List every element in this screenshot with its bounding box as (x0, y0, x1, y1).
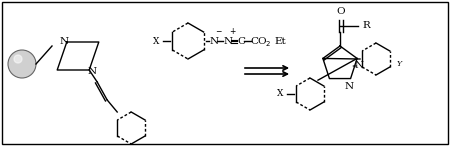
Text: R: R (362, 20, 370, 29)
Text: X: X (277, 89, 283, 99)
Text: 2: 2 (266, 41, 270, 47)
Text: C: C (237, 36, 245, 46)
Text: N: N (209, 36, 219, 46)
Text: Et: Et (274, 36, 286, 46)
Text: −: − (215, 27, 221, 36)
Text: N: N (88, 66, 97, 75)
Text: Y: Y (397, 60, 402, 68)
Text: N: N (355, 61, 364, 70)
Text: N: N (344, 82, 353, 91)
Text: N: N (59, 36, 68, 46)
Text: N: N (224, 36, 233, 46)
Text: +: + (229, 27, 235, 36)
Circle shape (14, 55, 22, 63)
Text: =: = (351, 64, 357, 69)
Text: CO: CO (251, 36, 267, 46)
Text: O: O (337, 7, 345, 16)
Text: X: X (153, 36, 159, 46)
Circle shape (8, 50, 36, 78)
